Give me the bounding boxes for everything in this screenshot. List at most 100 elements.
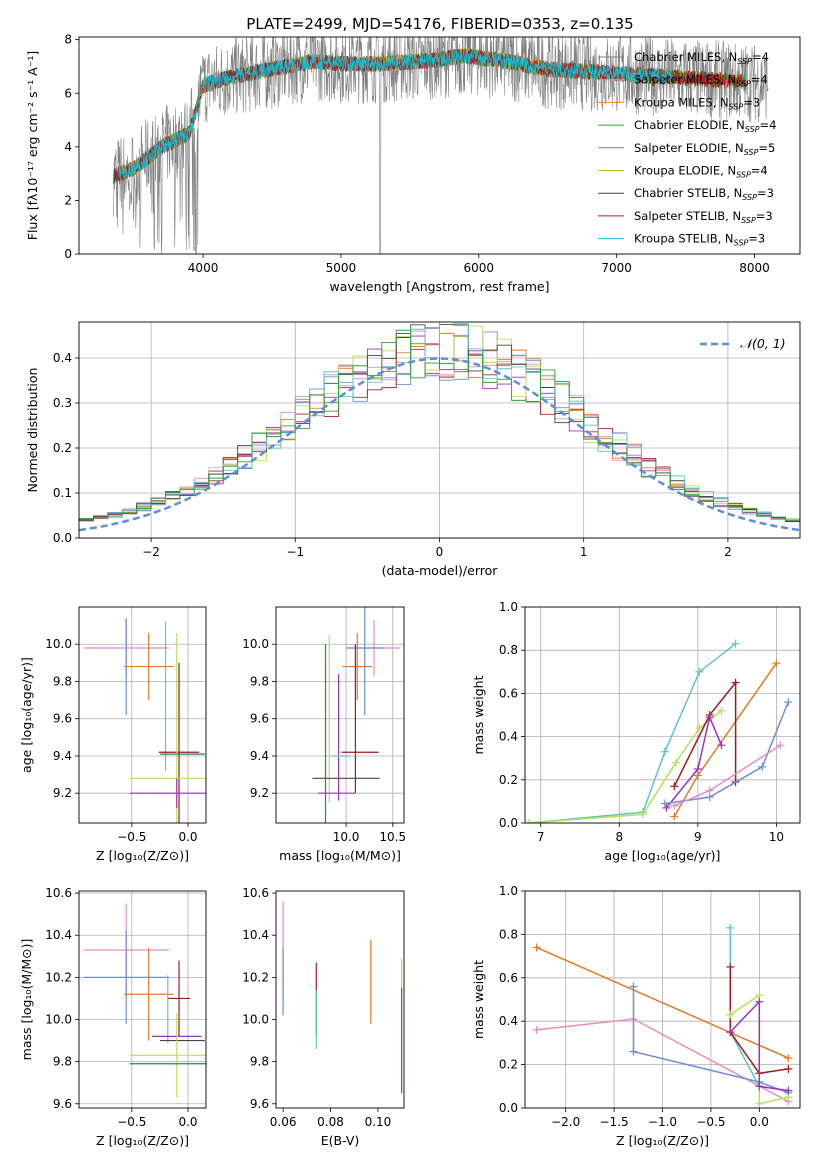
residual-histogram (79, 322, 800, 521)
weight_vs_Z-plot-area (532, 923, 793, 1108)
weight-marker (671, 758, 680, 767)
weight-marker (731, 678, 740, 687)
weight-marker (772, 659, 781, 668)
figure-title: PLATE=2499, MJD=54176, FIBERID=0353, z=0… (246, 15, 633, 33)
age_vs_Z-axes: −0.5 0.0 9.2 9.4 9.6 9.8 10.0 Z [log₁₀(Z/Z⊙)] ag… (19, 607, 206, 863)
residuals-ytick-label: 0.0 (53, 531, 72, 545)
residuals-xtick-label: 1 (580, 545, 588, 559)
legend-entry: Salpeter MILES, NSSP=4 (634, 73, 768, 89)
gaussian-curve (79, 357, 800, 532)
weight-marker (705, 713, 714, 722)
weight_vs_Z-xlabel: Z [log₁₀(Z/Z⊙)] (616, 1133, 709, 1148)
weight_vs_Z-xtick-label: −0.5 (696, 1115, 725, 1129)
weight-marker (660, 799, 669, 808)
residuals-frame (78, 321, 801, 539)
weight-line (528, 643, 737, 823)
weight-marker (670, 801, 679, 810)
age_vs_mass-frame (275, 606, 405, 824)
residuals-legend: 𝒩(0, 1) (700, 336, 786, 351)
weight_vs_age-xtick-label: 7 (537, 830, 545, 844)
weight-marker (776, 741, 785, 750)
spectrum-xlabel: wavelength [Angstrom, rest frame] (329, 279, 549, 294)
weight_vs_Z-ytick-label: 0.4 (499, 1014, 518, 1028)
spectrum-data-line (113, 37, 769, 254)
weight-marker (660, 747, 669, 756)
weight-marker (638, 810, 647, 819)
weight-marker (693, 765, 702, 773)
weight-marker (758, 762, 767, 771)
residuals-ytick-label: 0.3 (53, 396, 72, 410)
errorbar-point (342, 633, 373, 701)
age_vs_Z-plot-area (83, 618, 206, 823)
mass_vs_Z-ytick-label: 9.6 (53, 1097, 72, 1111)
residuals-ytick-label: 0.2 (53, 441, 72, 455)
weight_vs_age-ylabel: mass weight (471, 675, 486, 754)
spectrum-model-line (118, 48, 672, 179)
weight_vs_age-ytick-label: 0.6 (499, 686, 518, 700)
mass_vs_Z-ytick-label: 10.2 (45, 970, 72, 984)
mass_vs_ebv-axes: 0.06 0.08 0.10 9.6 9.8 10.0 10.2 10.4 10.6 E(B-V) (242, 886, 391, 1148)
residuals-xtick-label: −1 (286, 545, 304, 559)
weight-marker (525, 819, 533, 823)
spectrum-legend: Chabrier MILES, NSSP=4 Salpeter MILES, NS… (598, 50, 776, 248)
weight-marker (726, 1028, 735, 1037)
weight-marker (755, 1082, 764, 1091)
weight_vs_age-ytick-label: 1.0 (499, 600, 518, 614)
legend-entry: Chabrier ELODIE, NSSP=4 (634, 118, 776, 134)
errorbar-point (129, 633, 206, 823)
age_vs_mass-plot-area (312, 607, 401, 823)
spectrum-xtick-label: 4000 (188, 261, 219, 275)
weight-line (528, 710, 722, 823)
mass_vs_ebv-xtick-label: 0.06 (270, 1115, 297, 1129)
mass_vs_ebv-ytick-label: 10.6 (242, 886, 269, 900)
weight-line (729, 967, 789, 1075)
weight_vs_Z-xtick-label: 0.0 (750, 1115, 769, 1129)
weight-line (673, 680, 737, 787)
residual-histogram (79, 329, 800, 521)
weight-marker (784, 1086, 793, 1095)
mass_vs_ebv-xtick-label: 0.10 (365, 1115, 392, 1129)
mass_vs_Z-frame (78, 890, 207, 1109)
legend-entry: Kroupa MILES, NSSP=3 (634, 95, 760, 111)
weight_vs_age-xlabel: age [log₁₀(age/yr)] (605, 848, 721, 863)
spectrum-xtick-label: 6000 (464, 261, 495, 275)
weight-marker (784, 698, 793, 707)
mass_vs_Z-axes: −0.5 0.0 9.6 9.8 10.0 10.2 10.4 10.6 Z [log₁₀(Z/… (19, 886, 206, 1148)
age_vs_Z-ytick-label: 10.0 (45, 637, 72, 651)
age_vs_mass-xlabel: mass [log₁₀(M/M⊙)] (279, 848, 401, 863)
weight_vs_age-xtick-label: 9 (694, 830, 702, 844)
weight-line (729, 999, 789, 1092)
weight_vs_age-xtick-label: 8 (615, 830, 623, 844)
errorbar-point (167, 960, 191, 1037)
weight_vs_age-ytick-label: 0.4 (499, 730, 518, 744)
mass_vs_ebv-ytick-label: 10.2 (242, 970, 269, 984)
weight-marker (717, 741, 726, 750)
errorbar-point (158, 662, 200, 823)
weight-marker (726, 923, 735, 932)
age_vs_mass-axes: 10.0 10.5 9.2 9.4 9.6 9.8 10.0 mass [log₁₀(M/M⊙… (242, 607, 406, 863)
errorbar-point (129, 778, 206, 809)
weight_vs_Z-ytick-label: 0.6 (499, 971, 518, 985)
age_vs_Z-ytick-label: 9.8 (53, 674, 72, 688)
weight-marker (726, 962, 735, 971)
weight-marker (717, 706, 726, 715)
residuals-xtick-label: 0 (436, 545, 444, 559)
spectrum-frame (78, 36, 801, 255)
weight_vs_Z-xtick-label: −1.0 (648, 1115, 677, 1129)
mass_vs_ebv-ytick-label: 9.6 (250, 1097, 269, 1111)
weight_vs_age-plot-area (525, 639, 793, 823)
errorbar-point (346, 607, 384, 715)
weight_vs_Z-frame (524, 890, 801, 1109)
weight_vs_age-xtick-label: 10 (769, 830, 784, 844)
legend-entry: Salpeter ELODIE, NSSP=5 (634, 141, 775, 157)
weight-marker (670, 782, 679, 791)
errorbar-point (83, 931, 169, 1024)
age_vs_Z-xlabel: Z [log₁₀(Z/Z⊙)] (96, 848, 189, 863)
mass_vs_Z-xlabel: Z [log₁₀(Z/Z⊙)] (96, 1133, 189, 1148)
spectrum-xtick-label: 7000 (601, 261, 632, 275)
weight_vs_Z-xtick-label: −2.0 (551, 1115, 580, 1129)
spectrum-plot-area (113, 37, 769, 254)
residuals-xtick-label: −2 (142, 545, 160, 559)
mass_vs_Z-ytick-label: 9.8 (53, 1055, 72, 1069)
